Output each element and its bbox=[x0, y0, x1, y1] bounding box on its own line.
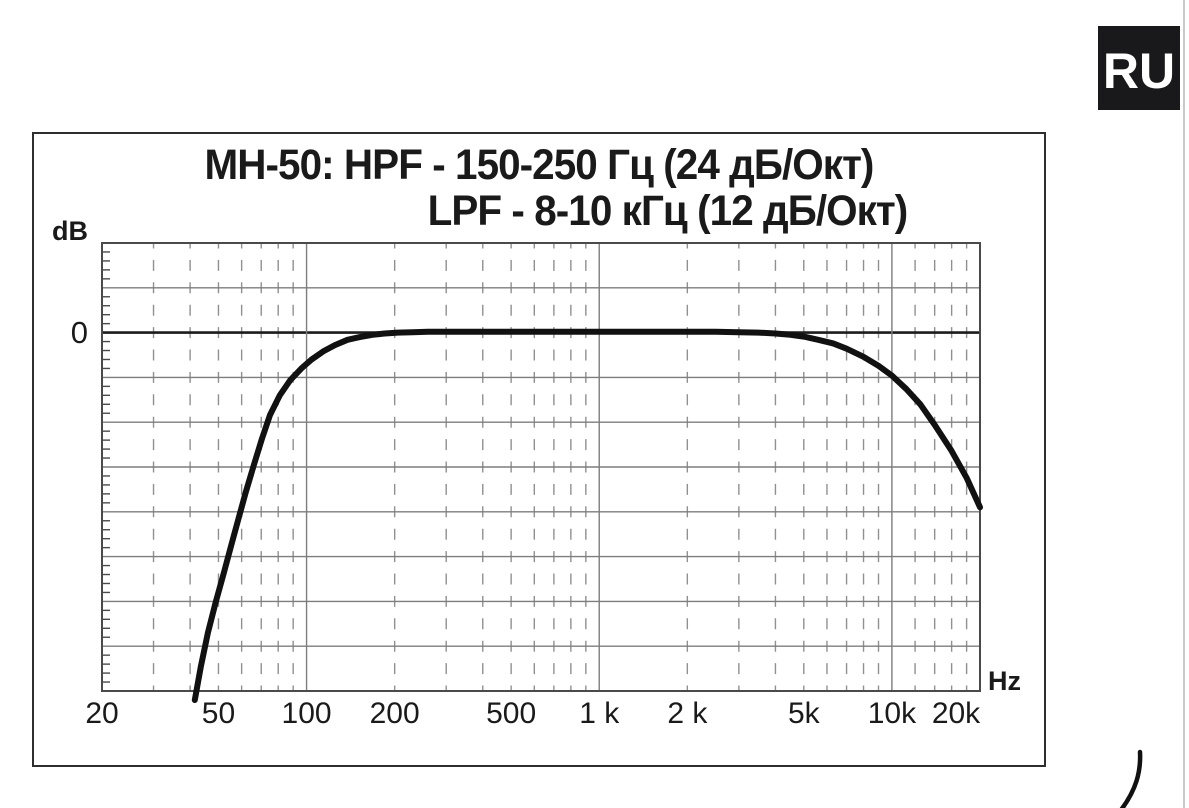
decade-gridlines bbox=[305, 243, 893, 691]
cable-stroke-decoration bbox=[1119, 749, 1143, 808]
x-tick-label: 20 bbox=[85, 697, 119, 730]
db-minor-ticks bbox=[102, 251, 110, 683]
x-tick-label: 10k bbox=[867, 697, 917, 730]
x-tick-label: 1 k bbox=[579, 697, 620, 730]
y-axis-unit-label: dB bbox=[52, 216, 88, 246]
y-axis-zero-label: 0 bbox=[70, 315, 88, 350]
x-tick-label: 500 bbox=[486, 697, 537, 730]
language-badge: RU bbox=[1098, 26, 1180, 110]
x-axis-tick-labels: 20 50 100 200 500 1 k 2 k 5k 10k 20k bbox=[85, 697, 981, 730]
x-tick-label: 200 bbox=[369, 697, 420, 730]
x-tick-label: 100 bbox=[281, 697, 332, 730]
x-tick-label: 5k bbox=[787, 697, 820, 730]
x-tick-label: 20k bbox=[931, 697, 981, 730]
plot-spines bbox=[101, 242, 981, 692]
x-tick-label: 50 bbox=[201, 697, 236, 730]
response-curve bbox=[191, 328, 983, 703]
page-edge-line bbox=[1183, 0, 1185, 808]
x-tick-label: 2 k bbox=[667, 697, 708, 730]
db-gridlines bbox=[102, 242, 980, 692]
chart-title-line1: MH-50: HPF - 150-250 Гц (24 дБ/Окт) bbox=[204, 141, 875, 189]
x-axis-unit-label: Hz bbox=[988, 666, 1021, 696]
chart-title-line2: LPF - 8-10 кГц (12 дБ/Окт) bbox=[427, 187, 908, 235]
frequency-response-plot bbox=[101, 242, 983, 703]
